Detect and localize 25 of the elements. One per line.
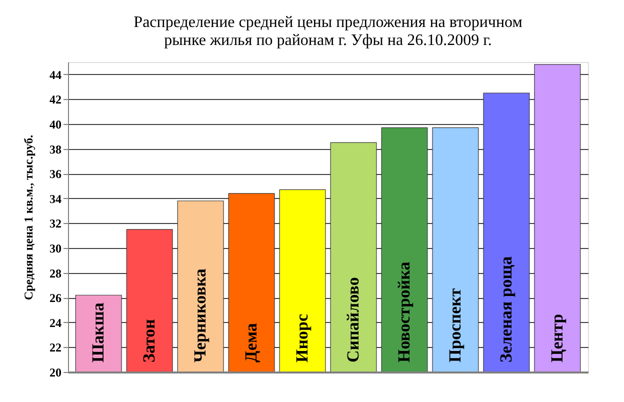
x-tick-label: Зеленая роща xyxy=(496,256,516,362)
y-tick-label: 22 xyxy=(50,340,62,355)
x-tick-label: Дема xyxy=(242,322,261,362)
y-tick-label: 34 xyxy=(50,192,62,206)
x-tick-label: Черниковка xyxy=(190,268,210,362)
y-tick-label: 36 xyxy=(50,167,62,182)
x-tick-label: Новостройка xyxy=(394,261,414,362)
y-tick-label: 30 xyxy=(50,242,62,256)
x-tick-label: Инорс xyxy=(292,314,312,362)
chart-title: Распределение средней цены предложения на вторичном рынке жилья по районам г. Уфы на 26.10.2009 г. xyxy=(134,14,522,49)
x-tick-label: Проспект xyxy=(445,288,464,362)
y-tick-label: 40 xyxy=(50,118,62,132)
x-tick-label: Центр xyxy=(547,314,566,362)
y-tick-label: 32 xyxy=(50,216,62,231)
x-tick-label: Шакша xyxy=(88,302,108,362)
x-tick-label: Сипайлово xyxy=(343,277,362,362)
y-tick-label: 20 xyxy=(50,366,62,380)
y-tick-label: 38 xyxy=(50,142,62,156)
y-tick-label: 28 xyxy=(50,266,62,280)
y-tick-label: 42 xyxy=(50,92,62,107)
y-tick-label: 24 xyxy=(50,316,62,330)
x-tick-label: Затон xyxy=(140,318,159,362)
y-axis-title: Средняя цена 1 кв.м., тыс.руб. xyxy=(22,134,36,300)
y-tick-label: 44 xyxy=(50,68,62,82)
y-tick-label: 26 xyxy=(50,291,62,306)
